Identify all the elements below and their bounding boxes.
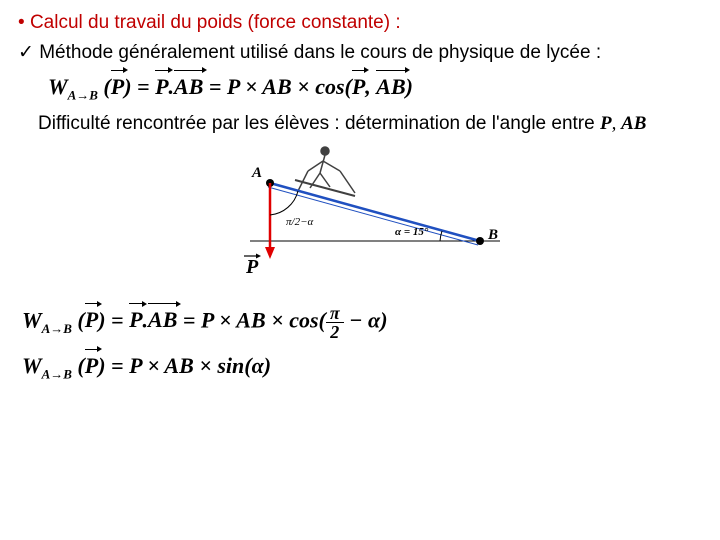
method-line: ✓ Méthode généralement utilisé dans le c…: [18, 40, 702, 66]
formula-1: WA→B (P) = P.AB = P × AB × cos(P, AB): [48, 74, 702, 103]
label-A: A: [251, 165, 262, 181]
angle-label: π/2−α: [286, 216, 313, 228]
skier-icon: [295, 147, 355, 196]
formula-2: WA→B (P) = P.AB = P × AB × cos(π2 − α): [22, 304, 702, 341]
incline-diagram: A B P π/2−α α = 15°: [18, 143, 702, 294]
title-line: • Calcul du travail du poids (force cons…: [18, 12, 702, 34]
alpha-label: α = 15°: [395, 226, 429, 238]
difficulty-line: Difficulté rencontrée par les élèves : d…: [38, 111, 702, 137]
formula-3: WA→B (P) = P × AB × sin(α): [22, 353, 702, 382]
method-text: Méthode généralement utilisé dans le cou…: [39, 42, 601, 63]
label-B: B: [487, 227, 498, 243]
difficulty-text: Difficulté rencontrée par les élèves : d…: [38, 113, 595, 134]
title-text: Calcul du travail du poids (force consta…: [30, 12, 401, 33]
label-P: P: [245, 256, 259, 278]
